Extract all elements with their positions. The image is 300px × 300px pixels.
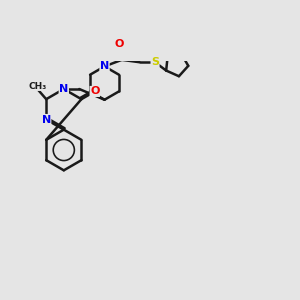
Text: O: O <box>114 39 124 50</box>
Text: N: N <box>42 115 51 124</box>
Text: S: S <box>151 57 159 67</box>
Text: N: N <box>59 84 68 94</box>
Text: N: N <box>100 61 109 71</box>
Text: CH₃: CH₃ <box>28 82 47 91</box>
Text: O: O <box>90 86 100 96</box>
